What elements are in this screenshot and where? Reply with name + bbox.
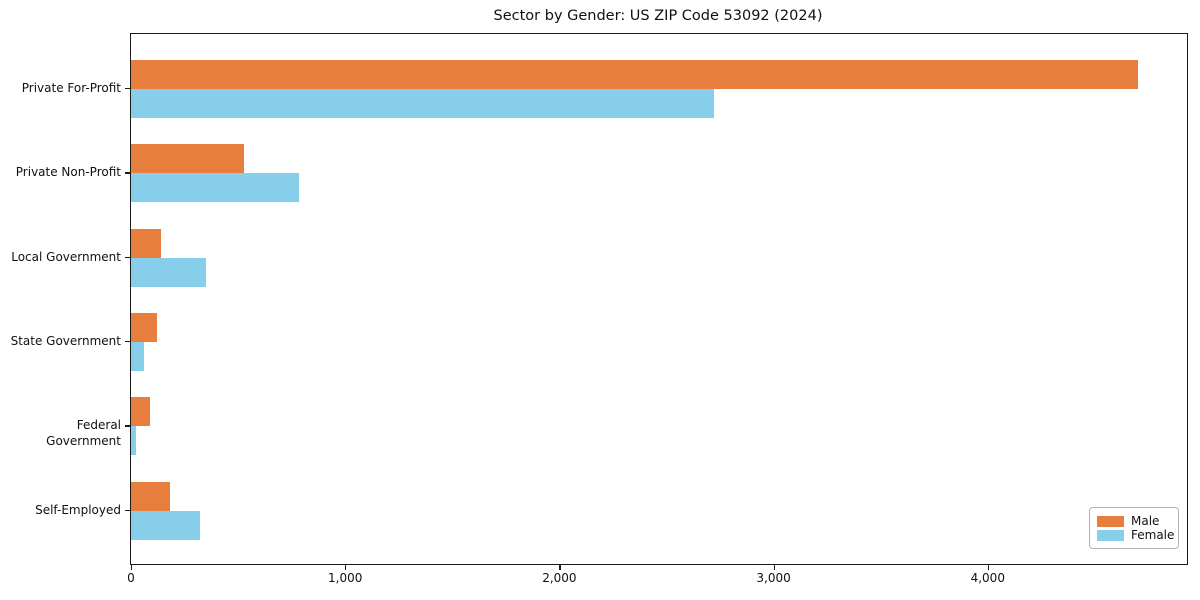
bar-male-3	[131, 228, 161, 258]
chart-title: Sector by Gender: US ZIP Code 53092 (202…	[493, 8, 823, 24]
x-tick-label: 0	[127, 571, 135, 585]
x-tick-mark	[131, 565, 133, 570]
y-tick-label: Self-Employed	[35, 502, 121, 517]
x-tick-label: 1,000	[328, 571, 363, 585]
legend-swatch-male	[1097, 515, 1124, 527]
bar-female-3	[131, 257, 206, 287]
x-tick-mark	[559, 565, 561, 570]
legend-label: Female	[1131, 528, 1175, 542]
bar-female-4	[131, 341, 144, 371]
legend-rows: Male Female	[1097, 514, 1174, 542]
y-tick-label: Private Non-Profit	[15, 165, 121, 180]
y-tick-mark	[125, 256, 130, 258]
bar-female-2	[131, 173, 300, 203]
bar-female-5	[131, 426, 137, 456]
legend: Male Female	[1089, 507, 1179, 549]
x-tick-mark	[773, 565, 775, 570]
legend-swatch-female	[1097, 529, 1124, 541]
y-tick-mark	[125, 509, 130, 511]
x-tick-mark	[345, 565, 347, 570]
bar-male-5	[131, 397, 151, 427]
legend-label: Male	[1131, 514, 1160, 528]
y-tick-label: Private For-Profit	[21, 81, 121, 95]
legend-item-male: Male	[1097, 514, 1170, 528]
plot-area	[130, 33, 1188, 565]
legend-item-female: Female	[1097, 528, 1174, 542]
bar-female-6	[131, 510, 200, 540]
y-tick-mark	[125, 88, 130, 90]
y-tick-mark	[125, 340, 130, 343]
y-tick-mark	[125, 425, 130, 427]
y-tick-label: State Government	[10, 333, 121, 348]
bar-male-6	[131, 481, 170, 511]
x-tick-label: 4,000	[970, 571, 1005, 585]
x-tick-label: 2,000	[542, 571, 577, 585]
bar-male-1	[131, 60, 1138, 89]
y-tick-mark	[125, 172, 130, 174]
y-tick-label: Local Government	[11, 249, 121, 264]
x-tick-label: 3,000	[756, 571, 791, 585]
x-tick-mark	[987, 565, 989, 570]
bar-male-4	[131, 312, 157, 342]
y-tick-label: Federal Government	[46, 418, 121, 449]
bar-male-2	[131, 144, 244, 174]
bar-female-1	[131, 89, 714, 118]
